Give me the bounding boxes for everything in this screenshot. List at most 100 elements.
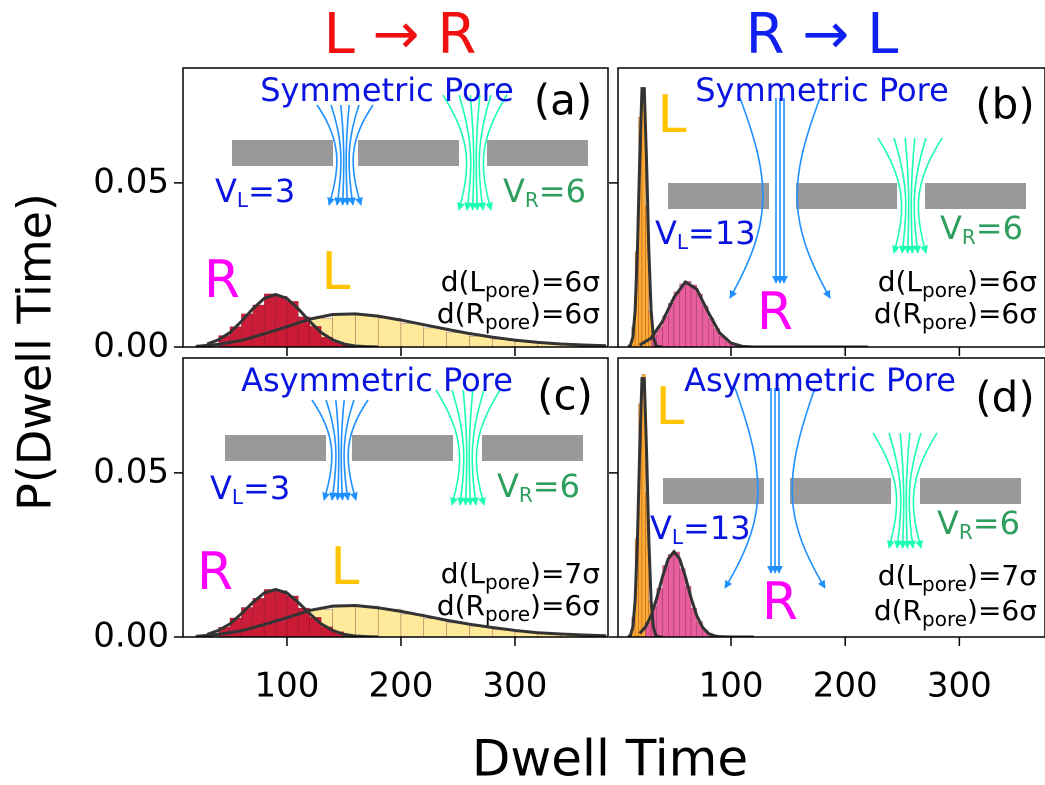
annotation: d(Lpore)=6σ — [878, 265, 1037, 302]
flow-arrow — [338, 399, 347, 501]
histogram-bar — [423, 327, 447, 347]
annotation-sub: R — [519, 483, 533, 507]
annotation-part: d(L — [441, 557, 486, 590]
histogram-bar — [400, 323, 424, 347]
flow-arrow — [898, 432, 907, 549]
histogram-bar — [355, 605, 379, 637]
axes-frame — [617, 67, 1045, 348]
annotation-part: )=7σ — [530, 557, 600, 590]
annotation-part: d(R — [874, 297, 922, 330]
annotation-part: d(L — [878, 265, 923, 298]
histogram-bar — [263, 589, 276, 637]
flow-arrow — [903, 432, 912, 549]
flow-arrow — [316, 104, 338, 206]
histogram-bar — [679, 283, 686, 347]
annotation-part: V — [655, 214, 677, 252]
x-tick-label: 200 — [813, 666, 878, 706]
histogram-bar — [252, 598, 265, 637]
annotation: VL=13 — [655, 214, 756, 254]
y-tick-label: 0.00 — [93, 616, 169, 656]
panel-label: (d) — [975, 373, 1034, 422]
annotation: d(Rpore)=6σ — [874, 297, 1037, 334]
annotation: VR=6 — [503, 172, 586, 212]
annotation-part: )=6σ — [967, 265, 1037, 298]
panel-label: (a) — [534, 76, 593, 125]
flow-arrow — [451, 389, 465, 506]
histogram-bar — [685, 281, 692, 347]
series-label: R — [757, 282, 793, 342]
pore-label: Symmetric Pore — [260, 71, 514, 109]
series-label: L — [656, 377, 685, 437]
flow-arrow — [903, 137, 912, 254]
plot-area — [627, 87, 1026, 347]
annotation: d(Lpore)=6σ — [441, 265, 600, 302]
flow-arrow — [347, 399, 369, 501]
pore-wall — [796, 183, 897, 209]
series-label: L — [331, 537, 360, 597]
y-tick-label: 0.05 — [93, 451, 169, 491]
annotation-part: V — [650, 509, 672, 547]
flow-arrow — [908, 432, 922, 549]
panel-label: (c) — [537, 371, 593, 420]
pore-wall — [925, 183, 1026, 209]
flow-arrow — [466, 389, 475, 506]
x-tick-label: 200 — [369, 666, 434, 706]
plot-area — [627, 374, 1021, 637]
fit-curve — [627, 377, 663, 637]
annotation-sub: pore — [485, 278, 530, 302]
series-label: L — [658, 85, 687, 145]
pore-label: Asymmetric Pore — [241, 361, 513, 399]
flow-arrow — [458, 94, 472, 211]
annotation-part: =6 — [976, 209, 1023, 247]
annotation-sub: pore — [922, 607, 967, 631]
annotation: VL=3 — [215, 172, 295, 212]
series-label: R — [762, 572, 798, 632]
annotation-part: =6 — [539, 172, 586, 210]
annotation-sub: pore — [922, 572, 967, 596]
pore-label: Asymmetric Pore — [684, 361, 956, 399]
series-label: L — [322, 242, 351, 302]
flow-arrow — [435, 389, 461, 506]
flow-arrow — [888, 432, 902, 549]
y-axis-label: P(Dwell Time) — [8, 193, 62, 511]
annotation-part: V — [210, 469, 232, 507]
fit-curve — [195, 312, 607, 347]
x-tick-label: 300 — [927, 666, 992, 706]
fit-curve — [206, 292, 379, 347]
column-title: L → R — [324, 2, 477, 67]
annotation-sub: R — [525, 188, 539, 212]
annotation: VL=3 — [210, 469, 290, 509]
flow-arrow — [468, 94, 477, 211]
annotation-part: d(R — [437, 297, 485, 330]
flow-arrow — [872, 432, 898, 549]
fit-curve — [627, 87, 663, 347]
histogram-bar — [252, 304, 265, 347]
histogram-bar — [400, 613, 424, 637]
annotation-sub: pore — [485, 602, 530, 626]
histogram-bar — [377, 317, 402, 347]
annotation-sub: pore — [485, 570, 530, 594]
annotation-sub: pore — [922, 310, 967, 334]
annotation-part: V — [215, 172, 237, 210]
flow-arrow — [471, 389, 485, 506]
annotation-part: V — [497, 467, 519, 505]
pore-wall — [920, 478, 1021, 504]
pore-wall — [358, 140, 459, 166]
annotation-part: =3 — [248, 172, 295, 210]
flow-arrow — [473, 94, 482, 211]
annotation-sub: pore — [922, 278, 967, 302]
flow-arrow — [461, 389, 470, 506]
x-tick-label: 300 — [483, 666, 548, 706]
panel-label: (b) — [975, 80, 1034, 129]
annotation-part: V — [940, 209, 962, 247]
series-label: R — [204, 250, 240, 310]
flow-arrow — [482, 94, 508, 211]
series-label: R — [197, 542, 233, 602]
annotation-part: )=6σ — [530, 297, 600, 330]
plot-area — [195, 389, 607, 637]
annotation-sub: R — [959, 520, 973, 544]
pore-wall — [352, 435, 453, 461]
annotation-part: =13 — [688, 214, 756, 252]
